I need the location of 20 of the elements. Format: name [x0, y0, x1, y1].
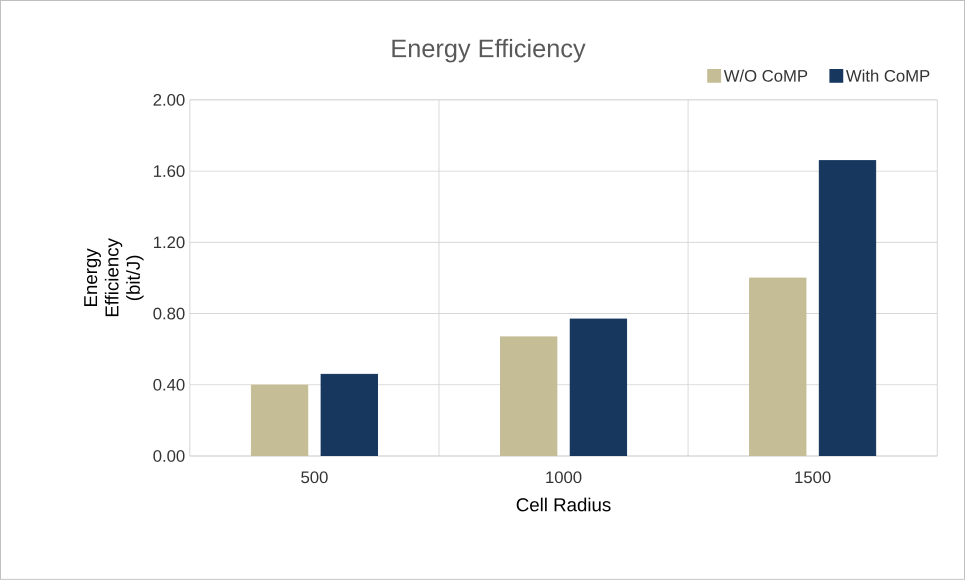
bar [320, 374, 378, 456]
y-axis-title: Energy Efficiency (bit/J) [84, 238, 144, 316]
x-axis-title: Cell Radius [516, 498, 611, 512]
y-tick-label: 0.00 [153, 450, 185, 462]
y-tick-label: 2.00 [154, 94, 185, 106]
bar [250, 384, 308, 456]
bar [570, 318, 628, 456]
x-tick-label: 1000 [546, 471, 582, 484]
bar [749, 278, 806, 456]
y-tick-label: 1.20 [154, 236, 185, 248]
y-tick-label: 0.80 [153, 308, 185, 320]
chart-title: Energy Efficiency [392, 38, 586, 62]
legend-label: With CoMP [846, 70, 930, 82]
y-tick-label: 1.60 [154, 165, 185, 178]
x-tick-label: 1500 [795, 471, 830, 484]
y-tick-label: 0.40 [153, 378, 185, 391]
bar [818, 160, 876, 456]
bar [500, 336, 558, 456]
legend-label: W/O CoMP [724, 70, 808, 82]
x-tick-label: 500 [301, 471, 328, 484]
